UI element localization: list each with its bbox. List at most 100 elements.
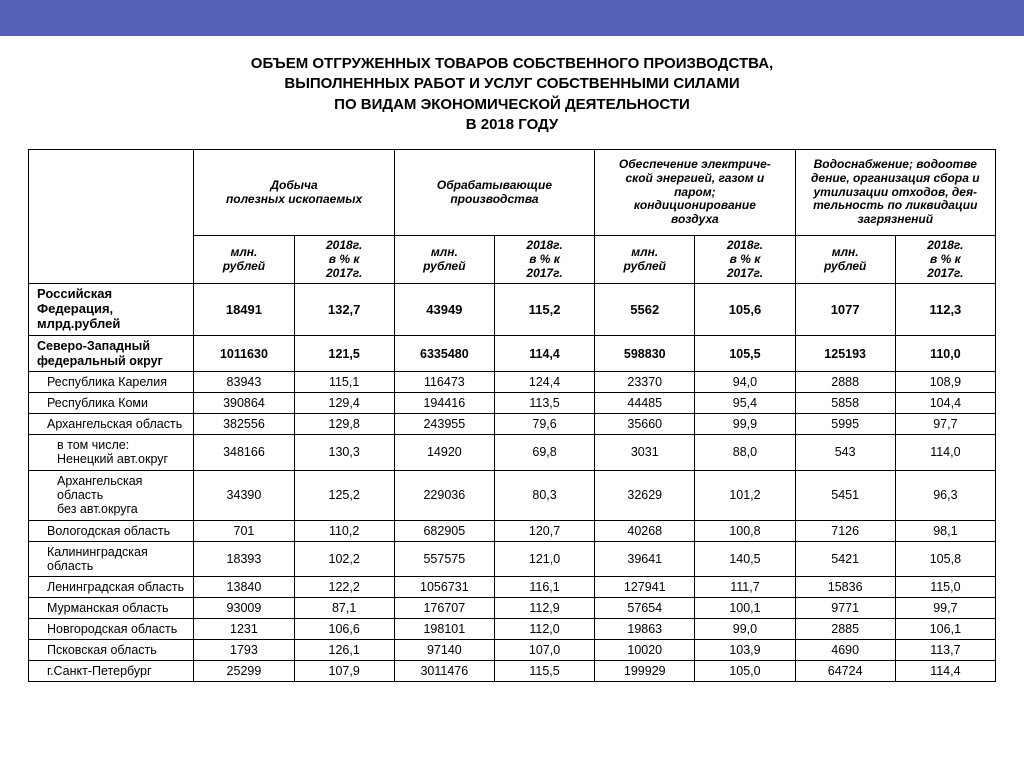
value-cell: 5858 [795,392,895,413]
sub-header: млн.рублей [394,236,494,284]
value-cell: 116,1 [494,576,594,597]
value-cell: 39641 [595,541,695,576]
value-cell: 113,7 [895,639,995,660]
value-cell: 32629 [595,470,695,520]
value-cell: 95,4 [695,392,795,413]
sub-header: млн.рублей [795,236,895,284]
table-row: Архангельская областьбез авт.округа34390… [29,470,996,520]
group-header-1: Добычаполезных ископаемых [194,150,394,236]
table-row: Архангельская область382556129,824395579… [29,413,996,434]
value-cell: 107,0 [494,639,594,660]
value-cell: 23370 [595,371,695,392]
group-header-4: Водоснабжение; водоотведение, организаци… [795,150,995,236]
value-cell: 243955 [394,413,494,434]
sub-header: млн.рублей [194,236,294,284]
value-cell: 44485 [595,392,695,413]
value-cell: 125,2 [294,470,394,520]
value-cell: 105,6 [695,284,795,336]
value-cell: 106,1 [895,618,995,639]
value-cell: 2885 [795,618,895,639]
value-cell: 15836 [795,576,895,597]
value-cell: 114,4 [494,336,594,372]
value-cell: 5995 [795,413,895,434]
value-cell: 112,9 [494,597,594,618]
value-cell: 35660 [595,413,695,434]
value-cell: 557575 [394,541,494,576]
value-cell: 9771 [795,597,895,618]
sub-header: 2018г.в % к2017г. [695,236,795,284]
value-cell: 701 [194,520,294,541]
value-cell: 121,5 [294,336,394,372]
value-cell: 194416 [394,392,494,413]
value-cell: 199929 [595,660,695,681]
value-cell: 101,2 [695,470,795,520]
region-cell: Архангельская областьбез авт.округа [29,470,194,520]
document-content: ОБЪЕМ ОТГРУЖЕННЫХ ТОВАРОВ СОБСТВЕННОГО П… [0,36,1024,692]
value-cell: 103,9 [695,639,795,660]
table-body: Российская Федерация,млрд.рублей18491132… [29,284,996,681]
group-header-3: Обеспечение электриче-ской энергией, газ… [595,150,795,236]
value-cell: 113,5 [494,392,594,413]
value-cell: 18491 [194,284,294,336]
region-cell: Архангельская область [29,413,194,434]
value-cell: 110,0 [895,336,995,372]
region-cell: Республика Коми [29,392,194,413]
value-cell: 5421 [795,541,895,576]
top-bar [0,0,1024,36]
table-row: в том числе:Ненецкий авт.округ348166130,… [29,434,996,470]
value-cell: 229036 [394,470,494,520]
value-cell: 4690 [795,639,895,660]
value-cell: 115,2 [494,284,594,336]
value-cell: 3031 [595,434,695,470]
value-cell: 140,5 [695,541,795,576]
value-cell: 7126 [795,520,895,541]
value-cell: 2888 [795,371,895,392]
value-cell: 19863 [595,618,695,639]
value-cell: 112,0 [494,618,594,639]
value-cell: 121,0 [494,541,594,576]
region-cell: Калининградская область [29,541,194,576]
region-cell: Мурманская область [29,597,194,618]
table-row: Республика Карелия83943115,1116473124,42… [29,371,996,392]
page-title: ОБЪЕМ ОТГРУЖЕННЫХ ТОВАРОВ СОБСТВЕННОГО П… [28,54,996,135]
value-cell: 106,6 [294,618,394,639]
value-cell: 43949 [394,284,494,336]
value-cell: 390864 [194,392,294,413]
value-cell: 5451 [795,470,895,520]
group-header-2: Обрабатывающиепроизводства [394,150,594,236]
title-line-2: ВЫПОЛНЕННЫХ РАБОТ И УСЛУГ СОБСТВЕННЫМИ С… [284,75,739,92]
value-cell: 132,7 [294,284,394,336]
value-cell: 382556 [194,413,294,434]
value-cell: 130,3 [294,434,394,470]
table-header: Добычаполезных ископаемых Обрабатывающие… [29,150,996,284]
value-cell: 100,8 [695,520,795,541]
table-row: Ленинградская область13840122,2105673111… [29,576,996,597]
value-cell: 25299 [194,660,294,681]
table-row: Мурманская область9300987,1176707112,957… [29,597,996,618]
region-cell: Северо-Западныйфедеральный округ [29,336,194,372]
region-cell: Псковская область [29,639,194,660]
region-cell: Новгородская область [29,618,194,639]
value-cell: 129,8 [294,413,394,434]
sub-header: 2018г.в % к2017г. [294,236,394,284]
value-cell: 1231 [194,618,294,639]
value-cell: 1056731 [394,576,494,597]
region-cell: Республика Карелия [29,371,194,392]
value-cell: 18393 [194,541,294,576]
value-cell: 83943 [194,371,294,392]
value-cell: 98,1 [895,520,995,541]
value-cell: 57654 [595,597,695,618]
value-cell: 69,8 [494,434,594,470]
value-cell: 10020 [595,639,695,660]
value-cell: 99,7 [895,597,995,618]
value-cell: 125193 [795,336,895,372]
value-cell: 97,7 [895,413,995,434]
value-cell: 104,4 [895,392,995,413]
value-cell: 102,2 [294,541,394,576]
value-cell: 115,5 [494,660,594,681]
value-cell: 1793 [194,639,294,660]
value-cell: 99,0 [695,618,795,639]
value-cell: 88,0 [695,434,795,470]
table-row: Новгородская область1231106,6198101112,0… [29,618,996,639]
value-cell: 1077 [795,284,895,336]
